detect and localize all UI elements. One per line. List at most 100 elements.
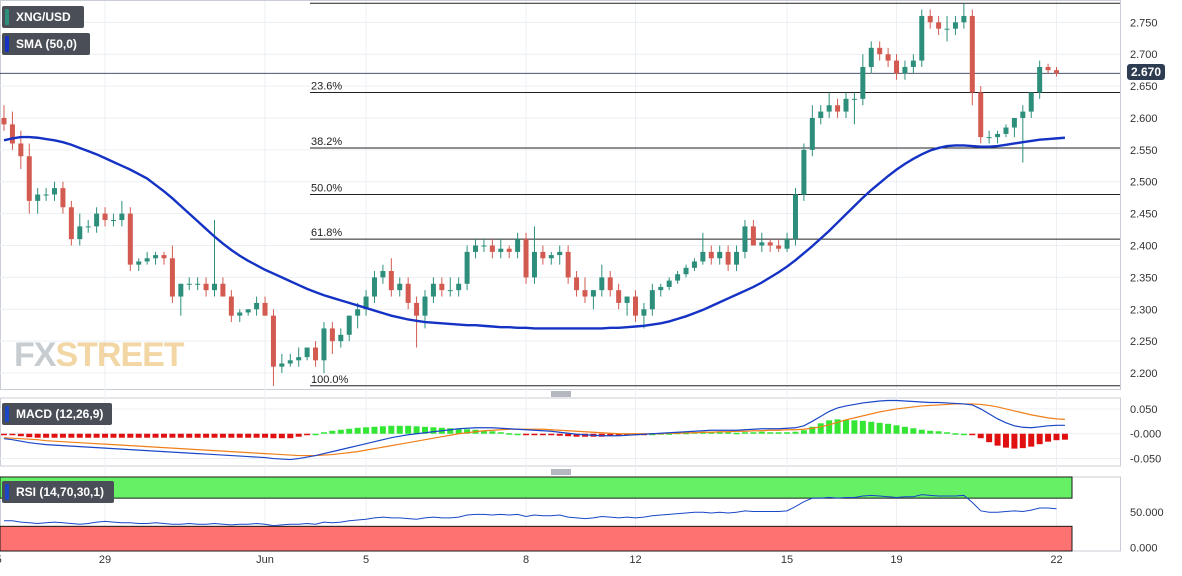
candle-body xyxy=(481,245,487,247)
candle xyxy=(700,232,706,265)
candle-body xyxy=(919,15,925,61)
candle xyxy=(590,290,596,310)
candle-body xyxy=(826,105,832,112)
candle-body xyxy=(725,251,731,265)
last-price-badge: 2.670 xyxy=(1127,64,1165,80)
candle-body xyxy=(363,296,369,310)
candle-body xyxy=(355,309,361,316)
candle-body xyxy=(734,251,740,265)
pane-resize-handle[interactable] xyxy=(551,391,571,397)
candle-body xyxy=(641,309,647,316)
macd-histogram-bar xyxy=(26,433,33,438)
macd-histogram-bar xyxy=(1045,433,1052,442)
rsi-tag[interactable]: RSI (14,70,30,1) xyxy=(2,481,114,503)
candle-body xyxy=(936,22,942,29)
macd-histogram-bar xyxy=(464,429,471,434)
candle xyxy=(759,232,765,252)
candle xyxy=(868,41,874,74)
candle-body xyxy=(1028,92,1034,112)
candle xyxy=(1037,60,1043,99)
time-tick-label: 29 xyxy=(99,554,111,566)
candle-body xyxy=(708,251,714,259)
candle xyxy=(666,277,672,291)
candle xyxy=(296,347,302,367)
macd-histogram-bar xyxy=(817,423,824,434)
macd-histogram-bar xyxy=(977,433,984,439)
candle-body xyxy=(531,251,537,278)
pane-resize-handle[interactable] xyxy=(551,469,571,475)
candle xyxy=(237,309,243,323)
candle-body xyxy=(110,220,116,222)
macd-tag[interactable]: MACD (12,26,9) xyxy=(2,403,112,425)
price-tick-label: 2.300 xyxy=(1130,304,1158,316)
candle-body xyxy=(220,283,226,297)
macd-histogram-bar xyxy=(405,425,412,434)
symbol-color-marker xyxy=(5,9,9,25)
candle xyxy=(801,143,807,201)
candle-body xyxy=(371,277,377,297)
macd-histogram-bar xyxy=(379,426,386,434)
macd-histogram-bar xyxy=(295,433,302,437)
candle-body xyxy=(515,239,521,252)
rsi-overbought-zone xyxy=(0,476,1073,499)
watermark-prefix: FX xyxy=(14,336,56,374)
macd-histogram-bar xyxy=(556,433,563,436)
candle xyxy=(767,239,773,252)
candle-body xyxy=(388,271,394,291)
candle-body xyxy=(818,111,824,118)
macd-histogram-bar xyxy=(304,433,311,436)
candle xyxy=(321,322,327,374)
candle xyxy=(388,258,394,297)
macd-histogram-bar xyxy=(110,433,117,438)
macd-histogram-bar xyxy=(329,430,336,434)
candle xyxy=(792,188,798,246)
macd-histogram-bar xyxy=(506,433,513,435)
macd-histogram-bar xyxy=(851,420,858,434)
macd-histogram-bar xyxy=(262,433,269,438)
macd-histogram-bar xyxy=(312,433,319,436)
candle-body xyxy=(94,213,100,227)
candle-body xyxy=(523,239,529,278)
candle xyxy=(919,9,925,67)
macd-histogram-bar xyxy=(17,433,24,437)
macd-histogram-bar xyxy=(68,433,75,438)
sma-tag[interactable]: SMA (50,0) xyxy=(2,33,90,55)
candle xyxy=(936,15,942,36)
candle-body xyxy=(742,226,748,252)
candle-body xyxy=(178,283,184,297)
candle-body xyxy=(717,251,723,259)
candle xyxy=(127,207,133,272)
candle xyxy=(94,207,100,233)
macd-histogram-bar xyxy=(531,433,538,436)
candle xyxy=(287,353,293,367)
candle xyxy=(9,111,15,150)
candle xyxy=(582,277,588,303)
candle xyxy=(969,9,975,106)
macd-histogram-bar xyxy=(834,419,841,434)
symbol-tag[interactable]: XNG/USD xyxy=(2,6,84,28)
candle xyxy=(877,41,883,61)
candle xyxy=(161,251,167,265)
macd-histogram-bar xyxy=(514,433,521,436)
macd-histogram-bar xyxy=(1036,433,1043,445)
candle xyxy=(750,220,756,246)
candle-body xyxy=(877,47,883,55)
candle xyxy=(203,277,209,297)
candle-body xyxy=(68,207,74,240)
candle xyxy=(473,239,479,259)
candle xyxy=(456,277,462,297)
candle xyxy=(565,245,571,284)
fib-level-label: 38.2% xyxy=(311,136,342,148)
candle xyxy=(212,220,217,297)
candle xyxy=(902,60,908,80)
time-tick-label: 25 xyxy=(0,554,2,566)
candle-body xyxy=(776,245,782,249)
candle-body xyxy=(304,347,310,358)
candle xyxy=(885,47,891,67)
macd-histogram-bar xyxy=(809,426,816,434)
macd-histogram-bar xyxy=(93,433,100,438)
macd-histogram-bar xyxy=(287,433,294,439)
candle xyxy=(658,283,664,297)
candle-body xyxy=(456,283,462,291)
